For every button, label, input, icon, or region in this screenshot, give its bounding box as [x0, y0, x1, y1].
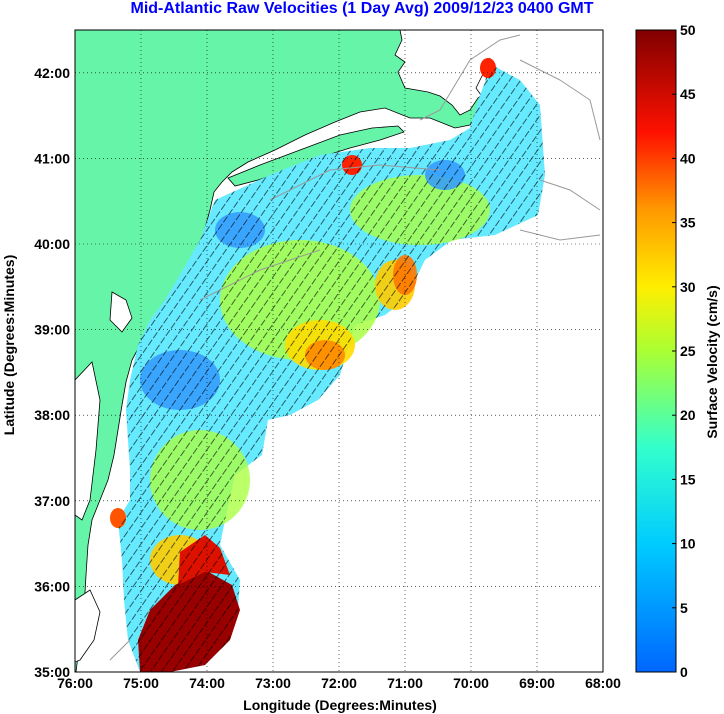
x-tick-label: 76:00 [57, 675, 93, 691]
colorbar-tick-label: 5 [680, 600, 688, 616]
colorbar-tick-label: 30 [680, 279, 696, 295]
plot-frame [74, 29, 604, 673]
y-tick-label: 35:00 [34, 664, 70, 680]
y-axis-ticks: 42:00 41:00 40:00 39:00 38:00 37:00 36:00 35:00 [34, 65, 70, 680]
x-tick-label: 69:00 [519, 675, 555, 691]
x-tick-label: 74:00 [189, 675, 225, 691]
colorbar-tick-label: 0 [680, 664, 688, 680]
colorbar-label: Surface Velocity (cm/s) [704, 285, 720, 438]
velocity-vectors [118, 65, 545, 672]
y-tick-label: 37:00 [34, 493, 70, 509]
map-title: Mid-Atlantic Raw Velocities (1 Day Avg) … [130, 0, 594, 17]
y-axis-label: Latitude (Degrees:Minutes) [1, 255, 17, 435]
colorbar-gradient [635, 29, 677, 673]
velocity-field [110, 58, 545, 672]
y-tick-label: 39:00 [34, 322, 70, 338]
chesapeake-bay [75, 361, 101, 521]
x-tick-label: 70:00 [453, 675, 489, 691]
y-tick-label: 36:00 [34, 578, 70, 594]
delaware-bay [109, 291, 133, 333]
colorbar-tick-label: 40 [680, 150, 696, 166]
colorbar-tick-label: 20 [680, 407, 696, 423]
x-tick-label: 71:00 [387, 675, 423, 691]
x-tick-label: 73:00 [255, 675, 291, 691]
pamlico-sound [75, 589, 101, 663]
y-tick-label: 40:00 [34, 236, 70, 252]
bathymetry-contours [109, 34, 601, 661]
colorbar-tick-label: 35 [680, 215, 696, 231]
grid-lines [75, 30, 603, 672]
y-tick-label: 41:00 [34, 150, 70, 166]
plot-area: 76:00 75:00 74:00 73:00 72:00 71:00 70:00 69:00… [1, 29, 621, 713]
x-tick-label: 75:00 [123, 675, 159, 691]
y-tick-label: 42:00 [34, 65, 70, 81]
x-tick-label: 72:00 [321, 675, 357, 691]
colorbar-tick-label: 10 [680, 536, 696, 552]
colorbar-tick-label: 50 [680, 22, 696, 38]
colorbar-tick-label: 25 [680, 343, 696, 359]
x-tick-label: 68:00 [585, 675, 621, 691]
colorbar-tick-label: 15 [680, 471, 696, 487]
x-axis-label: Longitude (Degrees:Minutes) [243, 697, 437, 713]
x-axis-ticks: 76:00 75:00 74:00 73:00 72:00 71:00 70:00 69:00… [57, 675, 621, 691]
y-tick-label: 38:00 [34, 407, 70, 423]
colorbar-tick-label: 45 [680, 86, 696, 102]
